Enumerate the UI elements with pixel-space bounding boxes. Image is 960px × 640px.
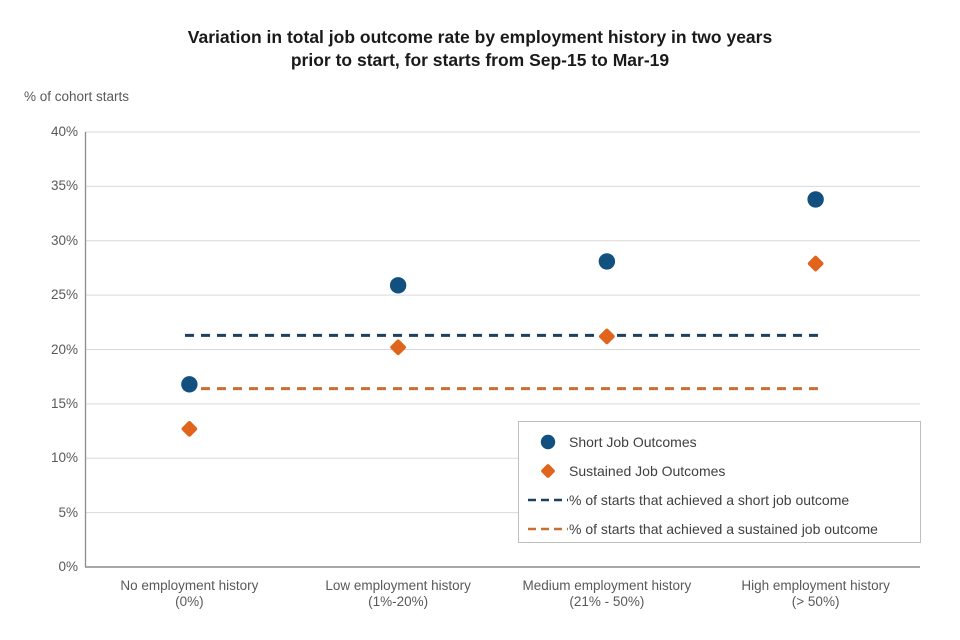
x-category-label-line2: (21% - 50%) bbox=[569, 594, 645, 609]
legend-item-dashed-line-1: % of starts that achieved a short job ou… bbox=[519, 485, 920, 514]
chart-title-line1: Variation in total job outcome rate by e… bbox=[187, 27, 773, 47]
legend-item-dashed-line-1-marker-icon bbox=[527, 496, 569, 504]
x-category-label: Medium employment history (21% - 50%) bbox=[503, 578, 712, 610]
legend-item-circle-marker-icon bbox=[527, 433, 569, 451]
legend-item-circle-label: Short Job Outcomes bbox=[569, 433, 697, 450]
legend-item-diamond-marker-icon bbox=[527, 462, 569, 480]
y-tick-label: 20% bbox=[50, 341, 78, 357]
x-category-label-line1: High employment history bbox=[741, 578, 890, 593]
data-point-diamond bbox=[390, 339, 406, 356]
x-category-label: High employment history (> 50%) bbox=[711, 578, 920, 610]
data-point-diamond bbox=[807, 255, 824, 272]
y-tick-label: 40% bbox=[50, 124, 78, 139]
legend-item-diamond: Sustained Job Outcomes bbox=[519, 456, 920, 485]
chart-title: Variation in total job outcome rate by e… bbox=[0, 26, 960, 72]
chart-title-line2: prior to start, for starts from Sep-15 t… bbox=[290, 50, 670, 70]
data-point-circle bbox=[807, 191, 824, 208]
y-tick-label: 35% bbox=[50, 178, 78, 194]
legend-item-diamond-label: Sustained Job Outcomes bbox=[569, 462, 726, 479]
y-tick-label: 10% bbox=[50, 450, 78, 466]
data-point-diamond bbox=[181, 421, 198, 437]
x-category-label: No employment history (0%) bbox=[85, 578, 294, 610]
y-axis-unit-label: % of cohort starts bbox=[24, 89, 130, 104]
x-category-label-line2: (> 50%) bbox=[791, 594, 840, 609]
data-point-diamond bbox=[599, 328, 615, 345]
x-category-label-line1: No employment history bbox=[120, 578, 259, 593]
x-category-label-line2: (0%) bbox=[175, 594, 204, 609]
legend-item-dashed-line-2-label: % of starts that achieved a sustained jo… bbox=[569, 520, 878, 537]
legend-item-dashed-line-2-marker-icon bbox=[527, 525, 569, 533]
x-category-label: Low employment history (1%-20%) bbox=[294, 578, 503, 610]
y-tick-label: 25% bbox=[50, 287, 78, 303]
data-point-circle bbox=[181, 376, 198, 393]
legend-item-dashed-line-1-label: % of starts that achieved a short job ou… bbox=[569, 491, 850, 508]
legend-item-dashed-line-2: % of starts that achieved a sustained jo… bbox=[519, 514, 920, 543]
x-category-label-line2: (1%-20%) bbox=[368, 594, 429, 609]
y-tick-label: 30% bbox=[50, 232, 78, 248]
data-point-circle bbox=[389, 277, 407, 294]
x-category-label-line1: Low employment history bbox=[325, 578, 471, 593]
y-tick-label: 15% bbox=[50, 395, 78, 411]
legend-item-circle: Short Job Outcomes bbox=[519, 427, 920, 456]
y-tick-label: 0% bbox=[58, 559, 78, 574]
legend: Short Job Outcomes Sustained Job Outcomes… bbox=[518, 421, 921, 543]
x-category-label-line1: Medium employment history bbox=[522, 578, 692, 593]
y-tick-label: 5% bbox=[58, 504, 78, 520]
data-point-circle bbox=[598, 253, 616, 270]
